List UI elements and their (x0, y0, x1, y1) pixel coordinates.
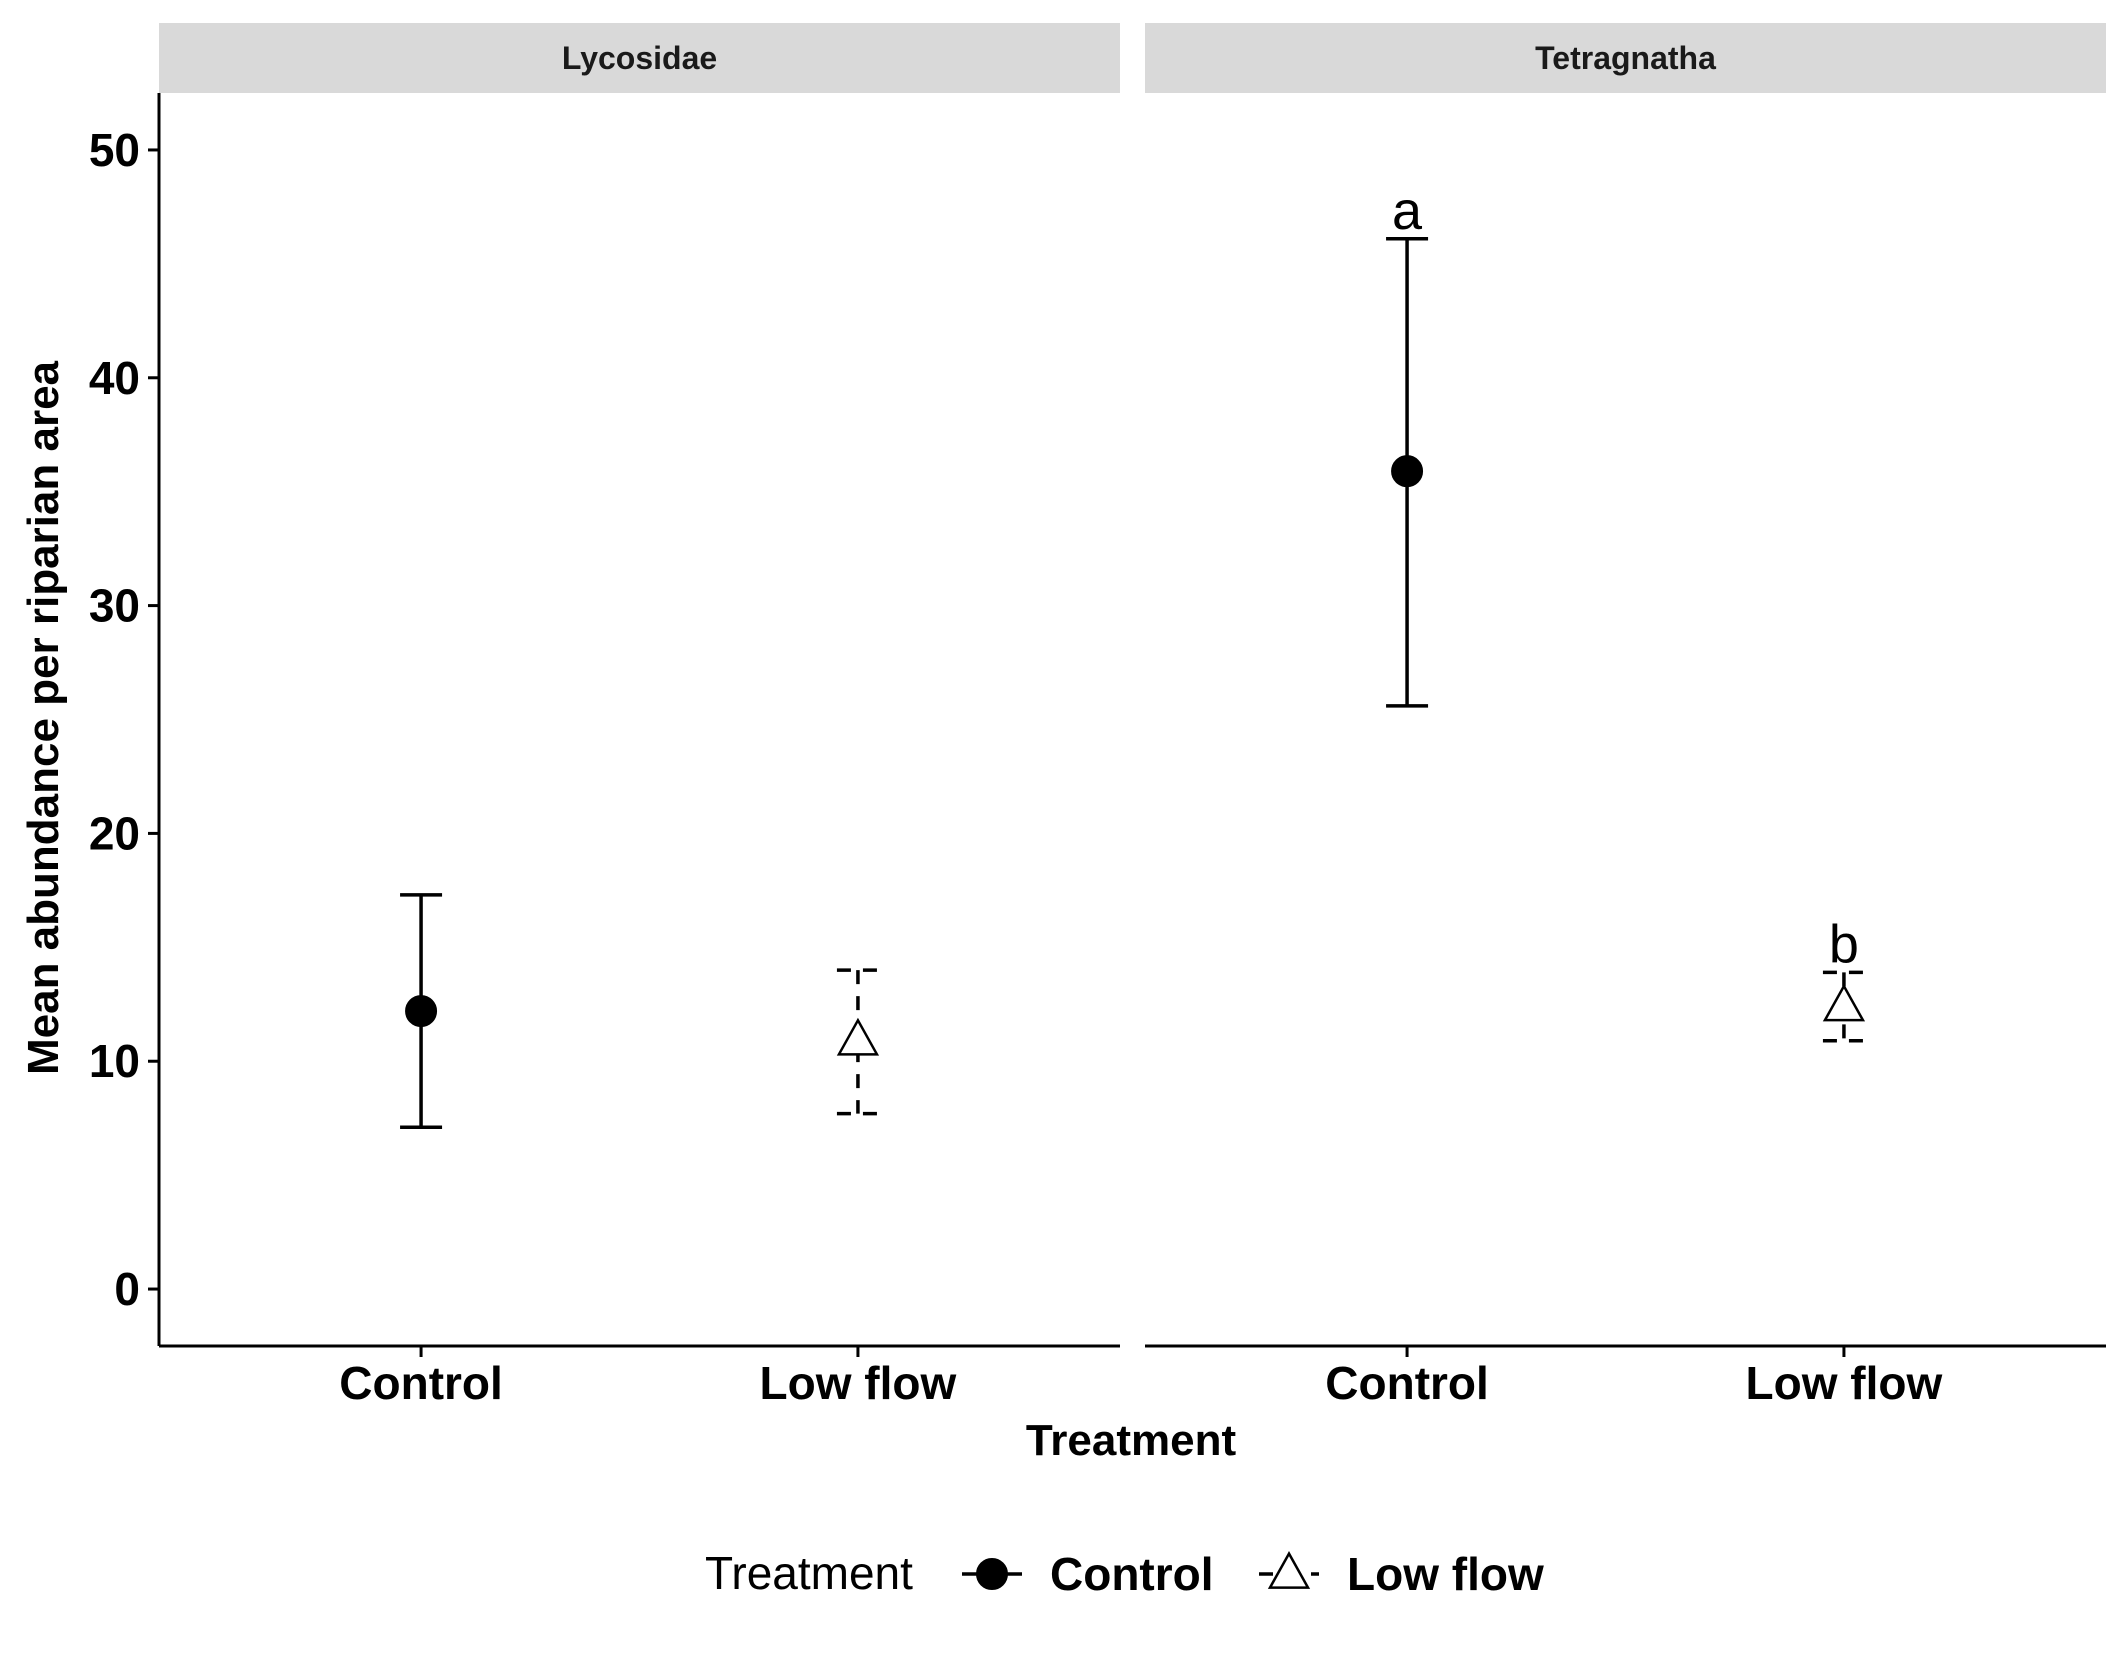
series-control: a (400, 181, 1429, 1130)
facet-strip (159, 23, 1120, 93)
legend-title: Treatment (705, 1547, 913, 1599)
panel-lycosidae: Lycosidae Control Low flow (159, 23, 1120, 1409)
legend-entry: Control (962, 1548, 1214, 1600)
y-tick-label: 40 (89, 352, 140, 404)
point-marker (1822, 983, 1866, 1022)
significance-label: a (1392, 181, 1423, 241)
point-marker (976, 1558, 1008, 1590)
significance-label: b (1829, 914, 1859, 974)
legend: Treatment Control Low flow (705, 1547, 1544, 1600)
legend-entry: Low flow (1259, 1548, 1544, 1600)
x-axis-title: Treatment (1026, 1416, 1237, 1465)
point-marker (836, 1017, 880, 1056)
facet-strip (1145, 23, 2106, 93)
panel-tetragnatha: Tetragnatha Control Low flow (1145, 23, 2106, 1409)
facet-strip-label: Tetragnatha (1535, 40, 1716, 76)
point-marker (1267, 1551, 1311, 1589)
point-marker (405, 995, 438, 1028)
y-axis-title: Mean abundance per riparian area (19, 360, 68, 1075)
y-tick-label: 10 (89, 1035, 140, 1087)
x-tick-label: Control (1325, 1357, 1489, 1409)
series-low-flow: b (836, 914, 1866, 1116)
y-axis: 0 10 20 30 40 50 (89, 93, 161, 1346)
legend-label: Control (1050, 1548, 1214, 1600)
y-tick-label: 30 (89, 580, 140, 632)
errorbar (836, 968, 879, 1116)
x-tick-label: Control (339, 1357, 503, 1409)
y-tick-label: 20 (89, 807, 140, 859)
point-marker (1391, 455, 1424, 488)
legend-entries: Control Low flow (962, 1548, 1544, 1600)
y-tick-label: 50 (89, 124, 140, 176)
facet-strip-label: Lycosidae (562, 40, 717, 76)
facet-panels: Lycosidae Control Low flow Tetragnatha Contr… (89, 23, 2106, 1409)
x-tick-label: Low flow (1746, 1357, 1943, 1409)
legend-label: Low flow (1347, 1548, 1544, 1600)
y-tick-label: 0 (114, 1263, 140, 1315)
x-tick-label: Low flow (760, 1357, 957, 1409)
